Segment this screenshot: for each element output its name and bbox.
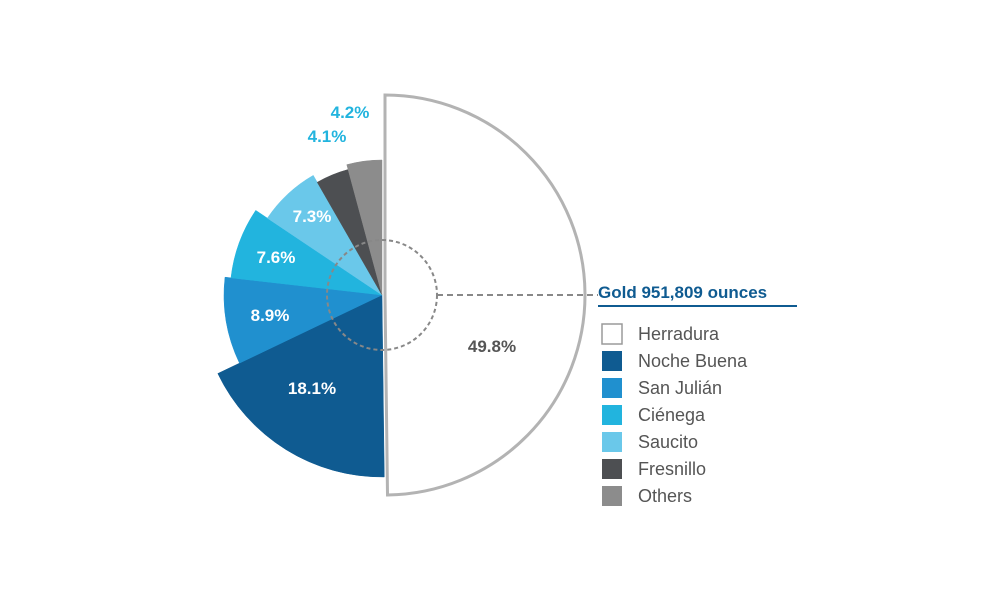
legend: Gold 951,809 ounces Herradura Noche Buena… xyxy=(598,283,797,506)
legend-label-herradura: Herradura xyxy=(638,324,720,344)
pie-slice-others xyxy=(346,159,383,296)
slice-label-san-julian: 8.9% xyxy=(251,306,290,325)
pie-slice-saucito xyxy=(267,175,383,296)
slice-label-others: 4.2% xyxy=(331,103,370,122)
slice-label-cienega: 7.6% xyxy=(257,248,296,267)
pie-slice-noche-buena xyxy=(217,294,385,478)
legend-label-fresnillo: Fresnillo xyxy=(638,459,706,479)
legend-label-cienega: Ciénega xyxy=(638,405,706,425)
pie-overlay xyxy=(326,239,598,351)
legend-label-san-julian: San Julián xyxy=(638,378,722,398)
legend-swatch-others xyxy=(602,486,622,506)
pie-slice-herradura xyxy=(383,93,587,497)
pie-slices xyxy=(217,93,587,497)
slice-label-herradura: 49.8% xyxy=(468,337,516,356)
legend-swatch-noche-buena xyxy=(602,351,622,371)
legend-swatch-cienega xyxy=(602,405,622,425)
legend-label-saucito: Saucito xyxy=(638,432,698,452)
legend-swatch-fresnillo xyxy=(602,459,622,479)
legend-label-others: Others xyxy=(638,486,692,506)
slice-label-fresnillo: 4.1% xyxy=(308,127,347,146)
legend-label-noche-buena: Noche Buena xyxy=(638,351,748,371)
pie-slice-cienega xyxy=(230,210,383,296)
slice-label-noche-buena: 18.1% xyxy=(288,379,336,398)
legend-title: Gold 951,809 ounces xyxy=(598,283,767,302)
slice-label-saucito: 7.3% xyxy=(293,207,332,226)
pie-slice-san-julian xyxy=(223,276,383,364)
legend-swatch-saucito xyxy=(602,432,622,452)
slice-labels: 49.8% 18.1% 8.9% 7.6% 7.3% 4.1% 4.2% xyxy=(251,103,516,398)
legend-swatch-san-julian xyxy=(602,378,622,398)
legend-items: Herradura Noche Buena San Julián Ciénega Sau… xyxy=(601,323,748,506)
legend-swatch-herradura xyxy=(601,323,623,345)
